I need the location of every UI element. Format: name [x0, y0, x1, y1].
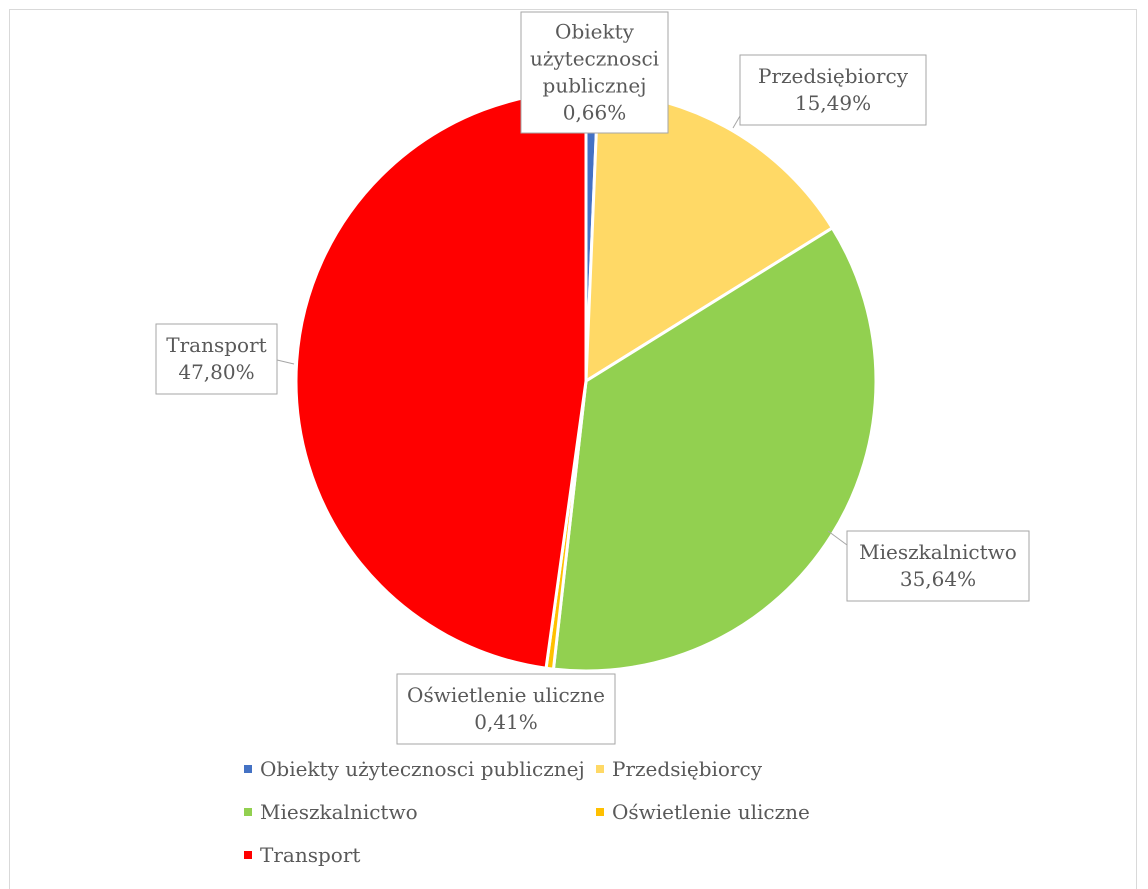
- legend-label-przedsiebiorcy: Przedsiębiorcy: [612, 757, 762, 781]
- legend-swatch-mieszkalnictwo: [244, 808, 252, 816]
- data-label-text-transport: 47,80%: [178, 360, 254, 384]
- data-label-text-oswietlenie: Oświetlenie uliczne: [407, 683, 605, 707]
- legend-label-mieszkalnictwo: Mieszkalnictwo: [260, 800, 418, 824]
- data-label-text-przedsiebiorcy: Przedsiębiorcy: [758, 64, 909, 88]
- legend-swatch-oswietlenie: [596, 808, 604, 816]
- data-label-text-obiekty: Obiekty: [555, 20, 635, 44]
- data-label-oswietlenie: Oświetlenie uliczne 0,41%: [396, 673, 616, 745]
- leader-line-mieszkalnictwo: [827, 530, 848, 546]
- pie-slice-mieszkalnictwo: [551, 225, 878, 673]
- data-label-text-oswietlenie: 0,41%: [474, 710, 538, 734]
- leader-line-przedsiebiorcy: [732, 115, 741, 129]
- data-label-box-mieszkalnictwo: [846, 530, 1030, 602]
- legend-label-transport: Transport: [260, 843, 361, 867]
- legend-label-obiekty: Obiekty użytecznosci publicznej: [260, 757, 585, 781]
- data-label-text-obiekty: użytecznosci: [530, 47, 659, 71]
- legend-swatch-transport: [244, 851, 252, 859]
- legend-item-mieszkalnictwo: Mieszkalnictwo: [244, 800, 418, 824]
- data-label-transport: Transport 47,80%: [155, 323, 295, 395]
- legend-swatch-obiekty: [244, 765, 252, 773]
- legend-item-oswietlenie: Oświetlenie uliczne: [596, 800, 810, 824]
- legend-swatch-przedsiebiorcy: [596, 765, 604, 773]
- legend-item-transport: Transport: [244, 843, 360, 867]
- data-label-text-transport: Transport: [166, 333, 266, 357]
- data-label-text-mieszkalnictwo: Mieszkalnictwo: [859, 540, 1017, 564]
- data-label-box-obiekty: [520, 11, 669, 134]
- chart-frame: [9, 9, 1137, 889]
- legend-item-przedsiebiorcy: Przedsiębiorcy: [596, 757, 762, 781]
- legend-item-obiekty: Obiekty użytecznosci publicznej: [244, 757, 585, 781]
- data-label-box-oswietlenie: [396, 673, 616, 745]
- data-label-obiekty: Obiekty użytecznosci publicznej 0,66%: [520, 11, 669, 134]
- data-label-box-przedsiebiorcy: [739, 54, 927, 126]
- data-label-text-obiekty: 0,66%: [563, 101, 627, 125]
- data-label-text-obiekty: publicznej: [543, 74, 647, 98]
- data-label-mieszkalnictwo: Mieszkalnictwo 35,64%: [827, 530, 1030, 602]
- data-label-text-mieszkalnictwo: 35,64%: [900, 567, 976, 591]
- legend-label-oswietlenie: Oświetlenie uliczne: [612, 800, 810, 824]
- pie-slice-transport: [294, 89, 588, 670]
- data-label-text-przedsiebiorcy: 15,49%: [795, 91, 871, 115]
- leader-line-transport: [276, 359, 295, 365]
- data-label-przedsiebiorcy: Przedsiębiorcy 15,49%: [732, 54, 927, 129]
- data-label-box-transport: [155, 323, 278, 395]
